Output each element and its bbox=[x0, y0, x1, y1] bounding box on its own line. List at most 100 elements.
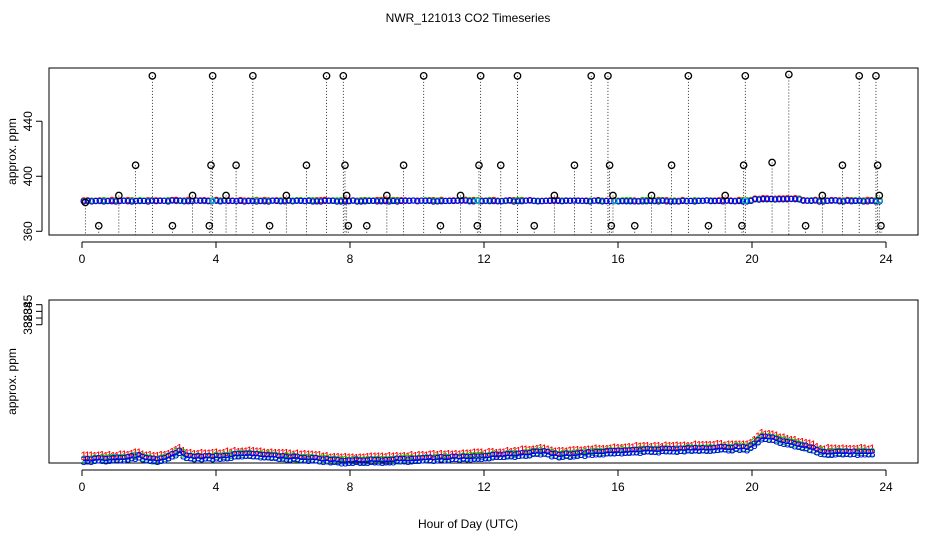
series-marker-3: 3 bbox=[677, 443, 684, 457]
series-marker-1: 1 bbox=[209, 447, 216, 461]
series-marker-1: 1 bbox=[434, 448, 441, 462]
series-marker-2: 2 bbox=[471, 449, 478, 463]
series-marker-2: 2 bbox=[836, 445, 843, 459]
series-marker-2: 2 bbox=[655, 443, 662, 457]
series-marker-3: 3 bbox=[102, 454, 109, 468]
series-marker-2: 2 bbox=[854, 445, 861, 459]
series-point bbox=[546, 197, 554, 205]
flagged-point bbox=[205, 221, 214, 230]
x-tick-label: 12 bbox=[477, 480, 491, 494]
series-marker-3: 3 bbox=[434, 452, 441, 466]
series-point bbox=[185, 198, 192, 205]
series-marker-1: 1 bbox=[217, 447, 224, 461]
series-marker-3: 3 bbox=[88, 454, 95, 468]
series-marker-3: 3 bbox=[408, 454, 415, 468]
series-marker-3: 3 bbox=[681, 443, 688, 457]
series-point bbox=[390, 197, 397, 205]
series-marker-2: 2 bbox=[110, 452, 117, 466]
series-marker-2: 2 bbox=[482, 450, 489, 464]
series-marker-1: 1 bbox=[677, 440, 684, 454]
series-marker-3: 3 bbox=[703, 443, 710, 457]
series-marker-1: 1 bbox=[383, 451, 390, 465]
series-marker-1: 1 bbox=[298, 448, 305, 462]
series-marker-1: 1 bbox=[847, 443, 854, 457]
series-marker-1: 1 bbox=[460, 447, 467, 461]
series-marker-3: 3 bbox=[449, 451, 456, 465]
series-marker-2: 2 bbox=[117, 451, 124, 465]
series-marker-3: 3 bbox=[666, 443, 673, 457]
series-point bbox=[478, 198, 485, 205]
series-marker-1: 1 bbox=[283, 447, 290, 461]
x-tick-label: 8 bbox=[347, 480, 354, 494]
series-marker-3: 3 bbox=[412, 453, 419, 467]
flagged-point bbox=[875, 191, 884, 200]
flagged-point bbox=[362, 221, 371, 230]
series-point bbox=[233, 198, 240, 205]
series-marker-1: 1 bbox=[430, 448, 437, 462]
series-marker-1: 1 bbox=[692, 438, 699, 452]
series-point bbox=[498, 198, 505, 205]
series-marker-3: 3 bbox=[180, 448, 187, 462]
series-marker-1: 1 bbox=[180, 444, 187, 458]
series-point bbox=[599, 198, 606, 205]
series-marker-2: 2 bbox=[674, 443, 681, 457]
series-point bbox=[378, 198, 385, 205]
series-marker-1: 1 bbox=[758, 427, 765, 441]
series-marker-1: 1 bbox=[176, 442, 183, 456]
series-marker-1: 1 bbox=[725, 438, 732, 452]
series-marker-3: 3 bbox=[125, 452, 132, 466]
flagged-point bbox=[739, 161, 748, 170]
series-marker-2: 2 bbox=[589, 445, 596, 459]
series-marker-1: 1 bbox=[744, 438, 751, 452]
series-marker-2: 2 bbox=[489, 449, 496, 463]
series-marker-2: 2 bbox=[548, 447, 555, 461]
series-marker-1: 1 bbox=[246, 444, 253, 458]
flagged-point bbox=[131, 161, 140, 170]
series-point bbox=[707, 197, 714, 205]
series-marker-3: 3 bbox=[626, 445, 633, 459]
series-marker-3: 3 bbox=[585, 447, 592, 461]
series-marker-2: 2 bbox=[338, 453, 345, 467]
series-marker-3: 3 bbox=[294, 451, 301, 465]
series-marker-2: 2 bbox=[593, 445, 600, 459]
series-marker-1: 1 bbox=[276, 446, 283, 460]
series-marker-2: 2 bbox=[567, 448, 574, 462]
series-point bbox=[257, 197, 264, 205]
series-marker-1: 1 bbox=[696, 439, 703, 453]
series-point bbox=[289, 198, 296, 205]
series-marker-1: 1 bbox=[850, 443, 857, 457]
series-point bbox=[80, 198, 87, 205]
series-marker-1: 1 bbox=[534, 442, 541, 456]
series-marker-3: 3 bbox=[121, 452, 128, 466]
series-point bbox=[755, 196, 763, 203]
flagged-point bbox=[550, 191, 559, 200]
series-marker-1: 1 bbox=[121, 448, 128, 462]
series-point bbox=[679, 197, 686, 205]
series-marker-2: 2 bbox=[858, 445, 865, 459]
series-point bbox=[844, 197, 851, 204]
series-marker-3: 3 bbox=[821, 447, 828, 461]
series-point bbox=[635, 198, 642, 205]
series-marker-3: 3 bbox=[710, 442, 717, 456]
series-point bbox=[181, 198, 188, 205]
series-marker-1: 1 bbox=[836, 442, 843, 456]
series-point bbox=[201, 197, 208, 204]
series-point bbox=[365, 197, 373, 205]
series-marker-1: 1 bbox=[629, 441, 636, 455]
series-marker-1: 1 bbox=[349, 451, 356, 465]
series-marker-2: 2 bbox=[80, 453, 87, 467]
series-marker-2: 2 bbox=[161, 451, 168, 465]
series-marker-2: 2 bbox=[843, 445, 850, 459]
series-marker-1: 1 bbox=[769, 428, 776, 442]
series-point bbox=[148, 197, 156, 204]
series-marker-1: 1 bbox=[563, 445, 570, 459]
series-marker-3: 3 bbox=[246, 448, 253, 462]
series-marker-1: 1 bbox=[747, 436, 754, 450]
series-point bbox=[88, 198, 95, 205]
flagged-point bbox=[208, 71, 217, 80]
series-marker-1: 1 bbox=[84, 449, 91, 463]
y-axis-label: approx. ppm bbox=[5, 348, 19, 415]
series-marker-1: 1 bbox=[626, 440, 633, 454]
